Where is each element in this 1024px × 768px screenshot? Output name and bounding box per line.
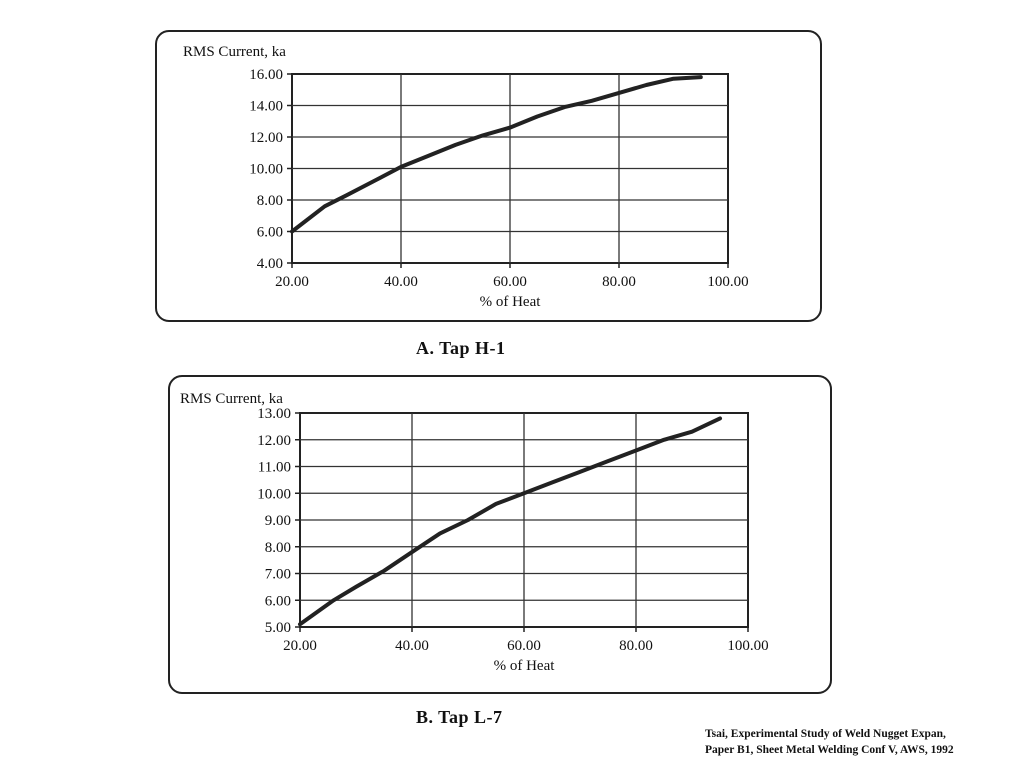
y-tick-label: 14.00 — [249, 99, 283, 115]
x-axis-title: % of Heat — [480, 294, 542, 310]
y-tick-label: 16.00 — [249, 67, 283, 83]
x-tick-label: 60.00 — [493, 274, 527, 290]
y-axis-title: RMS Current, ka — [180, 391, 283, 407]
y-tick-label: 5.00 — [265, 620, 291, 636]
y-tick-label: 10.00 — [257, 486, 291, 502]
y-tick-label: 12.00 — [249, 130, 283, 146]
citation: Tsai, Experimental Study of Weld Nugget … — [705, 726, 1021, 758]
x-tick-label: 20.00 — [275, 274, 309, 290]
chart-panel-b: RMS Current, ka — [168, 375, 832, 694]
x-tick-label: 100.00 — [707, 274, 748, 290]
y-tick-label: 10.00 — [249, 162, 283, 178]
x-tick-label: 100.00 — [727, 638, 768, 654]
y-tick-label: 8.00 — [265, 540, 291, 556]
citation-line-2: Paper B1, Sheet Metal Welding Conf V, AW… — [705, 744, 954, 756]
y-tick-label: 13.00 — [257, 406, 291, 422]
x-tick-label: 40.00 — [395, 638, 429, 654]
chart-caption-b: B. Tap L-7 — [416, 707, 503, 727]
x-axis-title: % of Heat — [494, 658, 556, 674]
y-tick-label: 8.00 — [257, 193, 283, 209]
x-tick-label: 40.00 — [384, 274, 418, 290]
y-axis-title: RMS Current, ka — [183, 44, 286, 60]
series-line — [290, 75, 703, 234]
y-tick-label: 6.00 — [257, 225, 283, 241]
x-tick-label: 20.00 — [283, 638, 317, 654]
y-tick-label: 11.00 — [258, 460, 291, 476]
series-line — [298, 416, 722, 627]
y-tick-label: 7.00 — [265, 567, 291, 583]
y-tick-label: 12.00 — [257, 433, 291, 449]
x-tick-label: 80.00 — [619, 638, 653, 654]
y-tick-label: 6.00 — [265, 593, 291, 609]
y-tick-label: 9.00 — [265, 513, 291, 529]
x-tick-label: 60.00 — [507, 638, 541, 654]
y-tick-label: 4.00 — [257, 256, 283, 272]
citation-line-1: Tsai, Experimental Study of Weld Nugget … — [705, 728, 946, 740]
x-tick-label: 80.00 — [602, 274, 636, 290]
chart-caption-a: A. Tap H-1 — [416, 338, 506, 358]
chart-panel-a: RMS Current, ka — [155, 30, 822, 322]
